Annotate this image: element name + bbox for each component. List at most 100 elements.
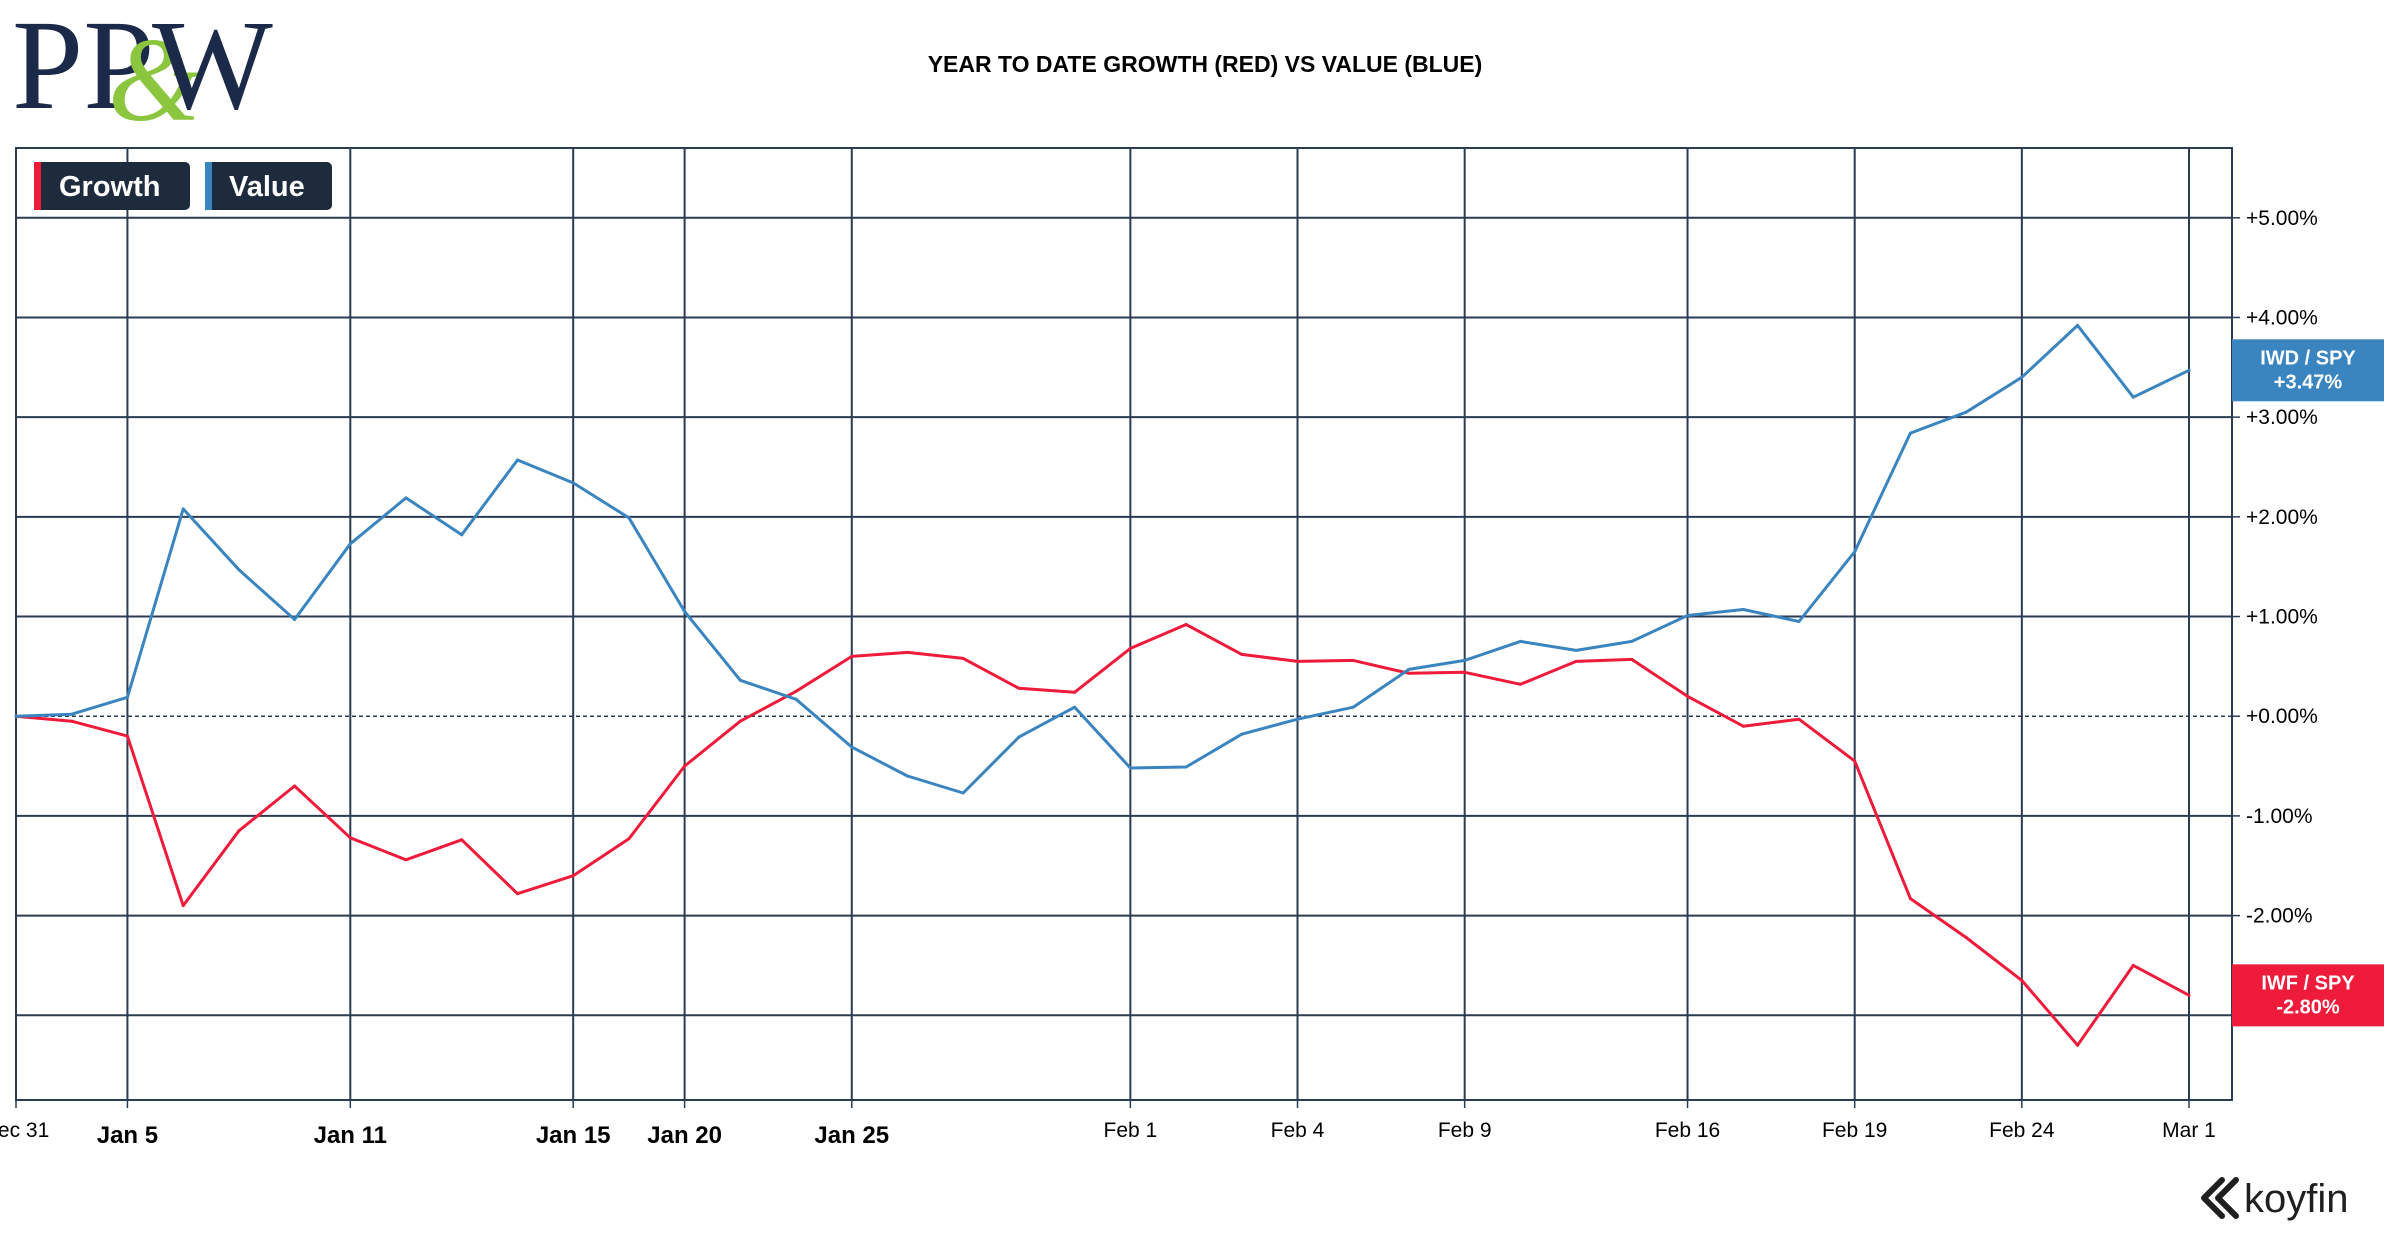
legend-value-bg [205, 162, 332, 210]
data-point-growth [1797, 717, 1801, 721]
x-tick-label: Feb 24 [1989, 1119, 2055, 1142]
data-point-value [1908, 431, 1912, 435]
data-point-value [571, 481, 575, 485]
data-point-value [1574, 648, 1578, 652]
tag-background [2232, 964, 2384, 1027]
x-tick-label: Feb 19 [1822, 1119, 1887, 1142]
x-axis-ticks: Dec 31 Jan 5 Jan 11 Jan 15 Jan 20 Jan 25 Feb 1… [0, 1100, 2216, 1149]
data-point-value [738, 678, 742, 682]
data-point-value [70, 712, 74, 716]
data-point-growth [293, 784, 297, 788]
data-point-growth [2076, 1043, 2080, 1047]
data-point-growth [1240, 652, 1244, 656]
data-point-value [1351, 705, 1355, 709]
x-tick-label: Feb 1 [1104, 1119, 1158, 1142]
tag-value: +3.47% [2274, 371, 2343, 393]
chart-title: YEAR TO DATE GROWTH (RED) VS VALUE (BLUE… [928, 51, 1483, 77]
x-tick-label: Jan 20 [647, 1122, 722, 1149]
data-point-growth [1574, 659, 1578, 663]
data-point-value [1853, 550, 1857, 554]
data-point-growth [1686, 694, 1689, 698]
koyfin-wordmark: koyfin [2244, 1177, 2349, 1221]
data-point-value [2020, 375, 2024, 379]
data-point-growth [125, 734, 129, 738]
data-point-value [181, 507, 185, 511]
data-point-growth [1463, 670, 1467, 674]
data-point-growth [1853, 759, 1857, 763]
data-point-growth [181, 904, 185, 908]
data-point-growth [348, 836, 352, 840]
logo-right-text: W [152, 0, 273, 136]
data-point-value [1630, 639, 1634, 643]
series-line-value [14, 323, 2191, 795]
ppw-logo: PP & W [12, 0, 273, 146]
tag-ticker: IWF / SPY [2261, 972, 2355, 994]
legend-growth-label: Growth [59, 171, 161, 203]
data-point-growth [2020, 978, 2024, 982]
data-point-value [1296, 717, 1299, 721]
data-point-value [1017, 735, 1021, 739]
legend-item-value[interactable]: Value [205, 162, 332, 210]
data-point-value [460, 533, 464, 537]
legend-value-swatch [205, 162, 212, 210]
legend-value-label: Value [229, 171, 305, 203]
data-point-value [1741, 608, 1745, 611]
data-point-value [237, 568, 241, 572]
x-tick-label: Feb 16 [1655, 1119, 1720, 1142]
data-point-growth [961, 656, 965, 660]
data-point-value [404, 496, 408, 500]
data-point-value [1964, 410, 1968, 414]
data-point-value [2131, 395, 2135, 399]
data-point-value [1073, 705, 1077, 709]
data-point-value [293, 618, 297, 621]
data-point-value [348, 542, 352, 546]
data-point-growth [1128, 646, 1132, 650]
data-point-value [1240, 732, 1244, 736]
grid [15, 148, 2232, 1100]
data-point-value [1686, 614, 1689, 617]
data-point-growth [1518, 682, 1522, 686]
data-point-growth [1351, 658, 1355, 662]
data-point-growth [1741, 724, 1745, 728]
x-tick-label: Mar 1 [2162, 1119, 2216, 1142]
y-tick-label: +0.00% [2246, 705, 2318, 728]
data-point-growth [906, 650, 909, 654]
x-tick-label: Jan 11 [314, 1122, 387, 1149]
y-tick-label: +1.00% [2246, 606, 2318, 629]
data-point-value [2076, 323, 2080, 327]
data-point-growth [1184, 623, 1188, 626]
data-point-growth [1630, 657, 1634, 661]
logo-left-text: PP [12, 0, 154, 136]
data-point-growth [683, 764, 687, 768]
last-value-tag-growth: IWF / SPY-2.80% [2232, 964, 2384, 1027]
series-lines [14, 323, 2191, 1047]
data-point-growth [850, 654, 854, 658]
y-tick-label: +5.00% [2246, 207, 2318, 230]
data-point-growth [1407, 671, 1411, 675]
data-point-growth [571, 874, 575, 878]
koyfin-logo-icon [2201, 1177, 2239, 1219]
y-tick-label: +2.00% [2246, 506, 2318, 529]
data-point-value [683, 610, 687, 613]
legend: Growth Value [34, 162, 332, 210]
data-point-growth [2187, 993, 2191, 997]
data-point-value [794, 697, 798, 701]
data-point-value [1128, 766, 1132, 770]
data-point-value [627, 516, 631, 520]
data-point-growth [1296, 659, 1299, 663]
x-tick-label: Jan 15 [536, 1122, 611, 1149]
data-point-growth [404, 858, 408, 862]
y-tick-label: +4.00% [2246, 306, 2318, 329]
data-point-value [1463, 658, 1467, 662]
series-line-growth [14, 623, 2191, 1047]
data-point-growth [460, 838, 464, 842]
x-tick-label: Feb 4 [1271, 1119, 1325, 1142]
x-tick-label: Feb 9 [1438, 1119, 1492, 1142]
data-point-growth [627, 837, 631, 841]
last-value-tags: IWF / SPY-2.80% IWD / SPY+3.47% [2232, 339, 2384, 1027]
legend-item-growth[interactable]: Growth [34, 162, 190, 210]
data-point-growth [70, 719, 74, 723]
data-point-value [1797, 620, 1801, 623]
data-point-value [2187, 368, 2191, 372]
